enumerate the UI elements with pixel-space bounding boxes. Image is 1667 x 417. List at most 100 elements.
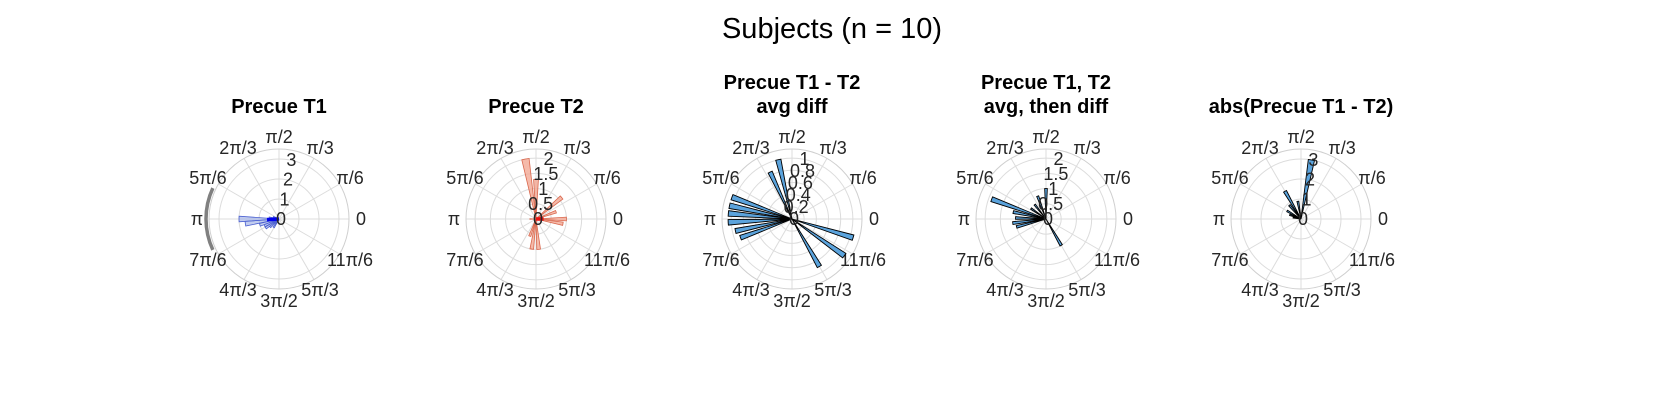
angle-tick-label: 4π/3 — [1241, 280, 1278, 300]
histogram-bar — [529, 218, 537, 250]
angle-tick-label: 7π/6 — [446, 250, 483, 270]
angular-gridline — [1045, 183, 1107, 220]
radial-tick-label: 0 — [533, 209, 543, 229]
angular-gridline — [1300, 158, 1337, 220]
radial-gridline — [1240, 158, 1362, 280]
angle-tick-label: π/6 — [336, 168, 363, 188]
angle-tick-label: 4π/3 — [986, 280, 1023, 300]
radial-tick-label: 0.6 — [788, 173, 813, 193]
angle-tick-label: 5π/3 — [301, 280, 338, 300]
angle-tick-label: 5π/6 — [446, 168, 483, 188]
polar-panels: Precue T10π/6π/3π/22π/35π/6π7π/64π/33π/2… — [189, 72, 1395, 311]
histogram-bar — [990, 196, 1047, 220]
angle-tick-label: 0 — [869, 209, 879, 229]
angular-gridline — [475, 183, 537, 220]
angular-gridline — [985, 218, 1047, 255]
histogram-bar — [727, 210, 793, 220]
histogram-bar — [767, 170, 793, 220]
histogram-bar — [775, 158, 793, 220]
radial-tick-label: 0 — [1298, 209, 1308, 229]
radial-gridline — [999, 172, 1093, 266]
angle-tick-label: π/2 — [1032, 127, 1059, 147]
angular-gridline — [535, 183, 597, 220]
histogram-bar — [535, 209, 557, 220]
angular-gridline — [791, 183, 853, 220]
angular-gridline — [535, 218, 572, 280]
radial-tick-label: 0.4 — [786, 185, 811, 205]
angular-gridline — [985, 183, 1047, 220]
radial-gridline — [730, 157, 854, 281]
angle-tick-label: 11π/6 — [1094, 250, 1140, 270]
radial-gridline — [218, 158, 340, 280]
polar-boundary — [1230, 148, 1372, 290]
angle-tick-label: 5π/3 — [814, 280, 851, 300]
angle-tick-label: π — [704, 209, 716, 229]
angle-tick-label: π/2 — [265, 127, 292, 147]
angle-tick-label: 7π/6 — [956, 250, 993, 270]
radial-tick-label: 0 — [276, 209, 286, 229]
histogram-bar — [238, 215, 280, 223]
radial-tick-label: 0.5 — [528, 194, 553, 214]
polar-panel-2: Precue T2 0 π/6π/3 π/2 2π/3 5π/6 π 7π/6 4π/33π/2… — [446, 96, 630, 311]
angular-gridline — [278, 158, 315, 220]
angular-gridline — [243, 218, 280, 280]
histogram-bar — [791, 218, 855, 241]
angle-tick-label: π/6 — [1103, 168, 1130, 188]
radial-tick-label: 1.5 — [1043, 164, 1068, 184]
angle-tick-label: 2π/3 — [732, 138, 769, 158]
polar-panel-1: Precue T1 0 π/6π/3 π/2 2π/3 5π/6 π 7π/6 4π/33π/2… — [189, 96, 373, 311]
angle-tick-label: 5π/3 — [1323, 280, 1360, 300]
angle-tick-label: 3π/2 — [1027, 291, 1064, 311]
angle-tick-label: π/3 — [306, 138, 333, 158]
angle-tick-label: 3π/2 — [260, 291, 297, 311]
angular-gridline — [1265, 218, 1302, 280]
radial-tick-label: 0 — [1043, 209, 1053, 229]
angle-tick-label: 4π/3 — [732, 280, 769, 300]
panel-title: Precue T1, T2 — [981, 72, 1111, 94]
histogram-bar — [521, 158, 537, 220]
histogram-bar — [1292, 216, 1302, 220]
histogram-bar — [1033, 203, 1047, 220]
histogram-bar — [1012, 210, 1047, 220]
radial-gridline — [1260, 178, 1342, 260]
histogram-bar — [1296, 200, 1302, 220]
panel-title: Precue T1 - T2 — [724, 72, 861, 94]
radial-tick-label: 3 — [286, 150, 296, 170]
angular-gridline — [1300, 218, 1362, 255]
angle-tick-label: 0 — [613, 209, 623, 229]
angular-gridline — [535, 218, 597, 255]
angular-gridline — [1010, 158, 1047, 220]
histogram-bar — [739, 218, 793, 241]
angle-tick-label: 5π/6 — [702, 168, 739, 188]
polar-boundary — [465, 148, 607, 290]
polar-boundary — [721, 148, 863, 290]
radial-tick-label: 0.2 — [784, 197, 809, 217]
histogram-bar — [1044, 188, 1048, 220]
angle-tick-label: 7π/6 — [702, 250, 739, 270]
radial-tick-label: 3 — [1308, 150, 1318, 170]
angle-tick-label: π/2 — [1287, 127, 1314, 147]
histogram-bar — [791, 218, 847, 259]
histogram-bar — [528, 218, 537, 238]
mean-vector — [266, 217, 280, 222]
histogram-bar — [1300, 158, 1316, 220]
angle-tick-label: π/6 — [849, 168, 876, 188]
radial-tick-label: 2 — [1054, 149, 1064, 169]
radial-tick-label: 2 — [544, 149, 554, 169]
histogram-bar — [1015, 218, 1047, 229]
angular-gridline — [500, 218, 537, 280]
angle-tick-label: 11π/6 — [1349, 250, 1395, 270]
angular-gridline — [500, 158, 537, 220]
angle-tick-label: 11π/6 — [584, 250, 630, 270]
angle-tick-label: 0 — [1378, 209, 1388, 229]
angular-gridline — [1010, 218, 1047, 280]
angular-gridline — [278, 218, 340, 255]
angle-tick-label: π/6 — [1358, 168, 1385, 188]
angular-gridline — [278, 183, 340, 220]
angle-tick-label: π/3 — [1328, 138, 1355, 158]
radial-gridline — [489, 172, 583, 266]
angle-tick-label: 3π/2 — [1282, 291, 1319, 311]
angle-tick-label: π/3 — [563, 138, 590, 158]
